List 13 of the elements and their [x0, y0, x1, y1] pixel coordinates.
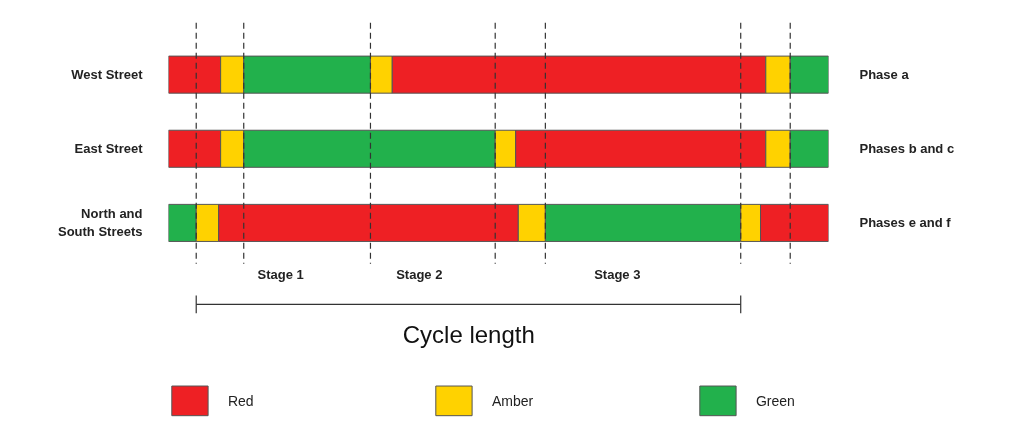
text: Stage 2	[396, 267, 443, 283]
y-tick-label: East Street	[74, 141, 144, 157]
legend-label: Green	[755, 392, 795, 409]
text: Phases e and f	[859, 215, 952, 231]
y-tick-label: West Street	[71, 67, 144, 83]
legend-label: Amber	[491, 392, 534, 409]
y-tick-label: North and South Streets	[57, 206, 143, 240]
text: Stage 1	[257, 267, 304, 283]
text: Phase a	[859, 67, 910, 83]
text: Cycle length	[402, 320, 535, 348]
text: Phases b and c	[859, 141, 955, 157]
legend-label: Red	[227, 392, 254, 409]
text: Stage 3	[594, 267, 641, 283]
